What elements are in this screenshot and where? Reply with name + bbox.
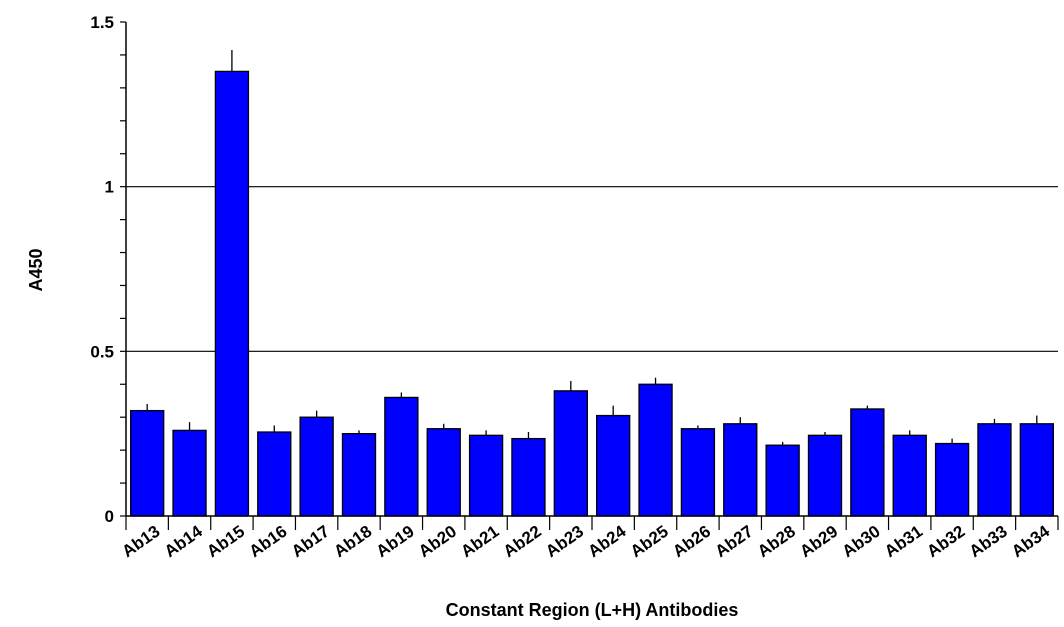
bar-ab34 [1019,423,1054,517]
bar-ab33 [977,423,1012,517]
category-label: Ab23 [542,522,587,561]
y-tick-label: 1.5 [90,13,114,32]
bars-layer [130,49,1054,517]
x-axis-title: Constant Region (L+H) Antibodies [446,600,739,620]
bar-ab22 [511,437,546,517]
y-tick-label: 0.5 [90,342,114,361]
category-label: Ab31 [881,522,926,561]
bar-ab19 [384,396,419,517]
category-label: Ab14 [161,521,206,561]
category-label: Ab19 [373,522,418,561]
axes-layer [125,22,1058,517]
bar-ab27 [723,423,758,517]
category-label: Ab20 [415,522,460,561]
category-label: Ab17 [288,522,333,561]
category-label: Ab24 [585,521,630,561]
bar-ab13 [130,409,165,517]
bar-ab24 [596,414,631,517]
y-tick-label: 1 [105,178,114,197]
category-label: Ab13 [119,522,164,561]
y-tick-label: 0 [105,507,114,526]
bar-ab25 [638,383,673,517]
bar-ab18 [341,433,377,517]
bar-ab20 [426,428,461,517]
bar-ab28 [765,444,800,517]
category-label: Ab18 [330,522,375,561]
category-label: Ab21 [457,522,502,561]
bar-ab17 [299,416,334,517]
category-label: Ab22 [500,522,545,561]
category-label: Ab33 [966,522,1011,561]
category-label: Ab25 [627,522,672,561]
bar-ab31 [892,434,927,517]
category-label: Ab26 [669,522,714,561]
category-label: Ab30 [839,522,884,561]
category-label: Ab16 [246,522,291,561]
grid-layer [120,21,1059,530]
bar-ab26 [680,428,716,517]
bar-ab16 [257,431,292,517]
bar-ab23 [553,390,588,517]
category-label: Ab32 [923,522,968,561]
category-label: Ab15 [203,522,248,561]
bar-ab32 [934,442,970,517]
category-label: Ab34 [1008,521,1053,561]
bar-ab30 [850,408,885,517]
y-axis-title: A450 [26,248,46,291]
category-label: Ab27 [712,522,757,561]
bar-ab14 [172,429,207,517]
bar-ab29 [807,434,843,517]
category-label: Ab28 [754,522,799,561]
category-label: Ab29 [796,522,841,561]
bar-ab15 [214,70,250,517]
bar-ab21 [468,434,504,517]
